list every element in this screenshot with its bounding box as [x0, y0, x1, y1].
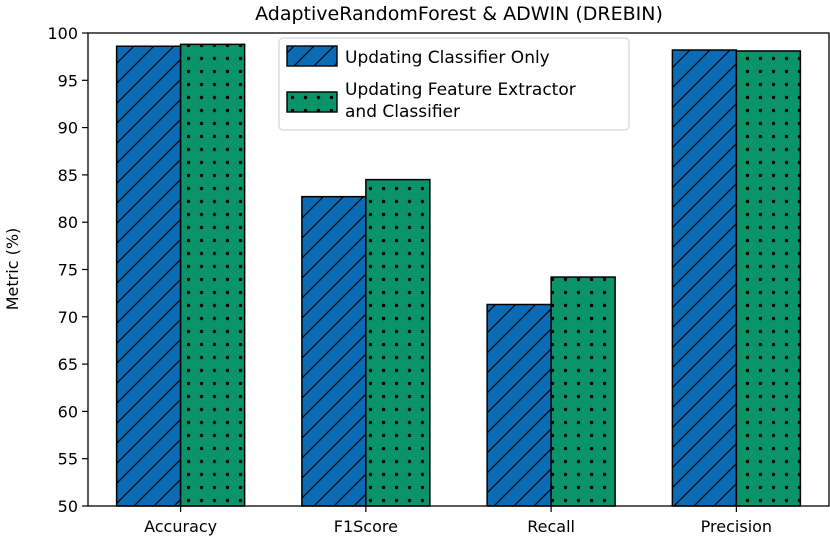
y-tick-label: 55	[58, 450, 78, 469]
y-tick-label: 90	[58, 119, 78, 138]
y-tick-label: 70	[58, 308, 78, 327]
bar-outline-s1-f1score	[365, 178, 431, 507]
y-tick-label: 85	[58, 166, 78, 185]
legend-swatch-outline-0	[286, 45, 338, 67]
bar-outline-s1-recall	[550, 276, 616, 507]
x-tick-label-recall: Recall	[527, 517, 575, 536]
legend-box	[278, 37, 630, 131]
y-axis-ticks: 50 55 60 65 70 75 80 85 90 95 100	[47, 24, 88, 516]
y-axis-title: Metric (%)	[3, 228, 22, 311]
legend-swatch-outline-1	[286, 91, 338, 113]
legend: Updating Classifier Only Updating Feature…	[278, 37, 630, 131]
x-tick-label-accuracy: Accuracy	[144, 517, 217, 536]
y-tick-label: 95	[58, 71, 78, 90]
y-tick-label: 60	[58, 402, 78, 421]
x-tick-label-f1score: F1Score	[334, 517, 398, 536]
y-tick-label: 65	[58, 355, 78, 374]
legend-label-0-line-0: Updating Classifier Only	[345, 48, 550, 68]
x-tick-label-precision: Precision	[701, 517, 772, 536]
bar-outline-s1-precision	[735, 50, 802, 507]
legend-label-1-line-1: and Classifier	[345, 102, 460, 122]
bar-outline-s1-accuracy	[179, 43, 246, 507]
x-axis-ticks: Accuracy F1Score Recall Precision	[144, 506, 772, 536]
bar-outline-s0-recall	[486, 303, 552, 507]
y-tick-label: 75	[58, 261, 78, 280]
bar-outline-s0-accuracy	[115, 45, 182, 507]
y-tick-label: 50	[58, 497, 78, 516]
bar-outline-s0-f1score	[301, 195, 367, 507]
bar-outline-s0-precision	[671, 49, 738, 507]
y-tick-label: 80	[58, 213, 78, 232]
chart-title: AdaptiveRandomForest & ADWIN (DREBIN)	[255, 3, 663, 25]
plot-frame	[87, 32, 830, 507]
y-tick-label: 100	[47, 24, 78, 43]
legend-label-1-line-0: Updating Feature Extractor	[345, 80, 576, 100]
bars-layer	[115, 43, 802, 507]
